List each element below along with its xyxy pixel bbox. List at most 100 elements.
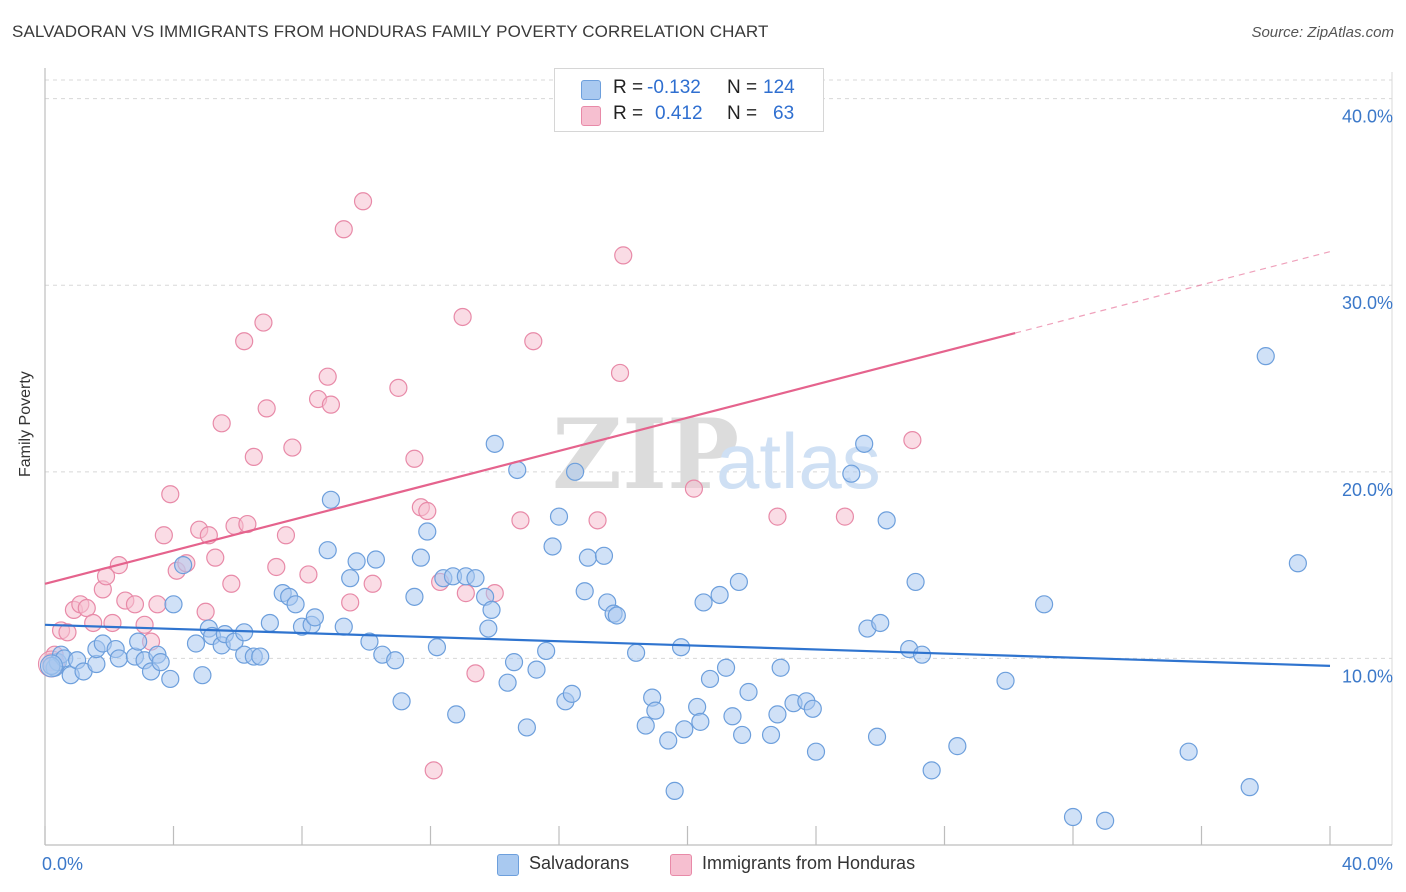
salvadorans-point [543,537,562,556]
n-label: N = [727,103,758,124]
salvadorans-point [479,619,498,638]
salvadorans-point [537,641,556,661]
tick-labels: 10.0% 20.0% 30.0% 40.0% 0.0% 40.0% [42,107,1393,874]
salvadorans-trend-line [44,623,1331,667]
salvadorans-point [321,490,341,509]
watermark-atlas: atlas [716,417,881,505]
salvadorans-point [607,606,626,625]
salvadorans-point [366,550,385,569]
salvadorans-point [164,595,183,614]
r-label: R = [613,77,644,98]
salvadorans-point [549,507,569,526]
honduras-point [341,593,360,612]
r-label: R = [613,103,644,124]
n-value: 124 [763,77,795,98]
honduras-point [363,574,382,593]
honduras-point [405,449,424,468]
salvadorans-point [260,613,279,633]
honduras-point [903,431,922,450]
y-tick-label: 10.0% [1342,666,1393,686]
salvadorans-point [636,716,655,735]
salvadorans-point [578,548,598,567]
salvadorans-point [867,727,887,746]
salvadorans-point [498,673,517,692]
honduras-point [614,246,633,265]
salvadorans-point [842,464,861,483]
salvadorans-point [691,712,710,731]
honduras-point [222,574,241,593]
salvadorans-point [360,632,379,651]
salvadorans-point [485,434,504,453]
honduras-point [768,507,787,526]
legend-label: Immigrants from Honduras [702,853,916,873]
honduras-swatch [581,106,601,126]
honduras-point [257,399,276,418]
salvadorans-point [1256,347,1275,366]
series-salvadorans-points [39,347,1307,830]
salvadorans-point [906,572,925,592]
honduras-point [254,313,273,332]
salvadorans-point [729,572,749,592]
salvadorans-point [447,705,466,724]
salvadorans-point [193,666,212,685]
salvadorans-point [1034,595,1054,614]
honduras-point [58,623,77,642]
salvadorans-point [1288,554,1307,573]
y-tick-label: 30.0% [1342,293,1393,313]
legend-label: Salvadorans [529,853,630,873]
salvadorans-point [659,731,678,750]
honduras-point [84,613,103,633]
chart-legend: Salvadorans Immigrants from Honduras [0,852,1406,878]
honduras-point [267,557,286,577]
salvadorans-point [761,725,781,745]
trend-lines [44,251,1331,667]
salvadorans-point [161,669,180,689]
gridlines [45,72,1393,845]
salvadorans-point [671,638,691,657]
salvadorans-point [996,671,1015,690]
salvadorans-point [186,634,206,653]
honduras-point [125,595,145,614]
honduras-point [456,584,475,603]
salvadorans-point [286,595,305,614]
salvadorans-point [700,669,720,689]
salvadorans-point [710,585,729,605]
salvadorans-point [694,593,713,612]
salvadorans-point [768,705,787,724]
salvadorans-point [341,569,360,588]
salvadorans-point [151,653,170,672]
salvadorans-point [855,434,874,453]
honduras-point [244,447,263,467]
salvadorans-point [562,684,581,703]
honduras-point [418,501,437,521]
y-tick-label: 40.0% [1342,107,1393,127]
salvadorans-point [723,707,742,726]
salvadorans-point [1096,811,1115,830]
salvadorans-point [318,541,337,560]
honduras-point [321,395,341,414]
honduras-point [212,414,231,433]
salvadorans-point [675,720,694,739]
salvadorans-point [594,546,614,565]
honduras-point [161,485,180,504]
salvadorans-point [517,718,536,737]
honduras-trend-line [44,331,1016,585]
honduras-point [610,363,630,383]
salvadorans-point [665,781,684,800]
honduras-point [353,192,373,211]
honduras-point [276,526,296,545]
honduras-trend-line-extension [1015,251,1331,334]
honduras-point [334,220,353,239]
n-value: 63 [773,103,795,124]
salvadorans-point [626,643,646,662]
salvadorans-point [527,660,546,679]
honduras-point [511,511,530,530]
salvadorans-point [739,682,758,702]
salvadorans-point-cluster [39,654,63,678]
y-tick-label: 20.0% [1342,480,1393,500]
honduras-point [206,548,225,567]
series-honduras-points [37,192,922,780]
honduras-point [453,307,472,327]
salvadorans-point [386,651,405,670]
salvadorans-point [392,692,411,711]
